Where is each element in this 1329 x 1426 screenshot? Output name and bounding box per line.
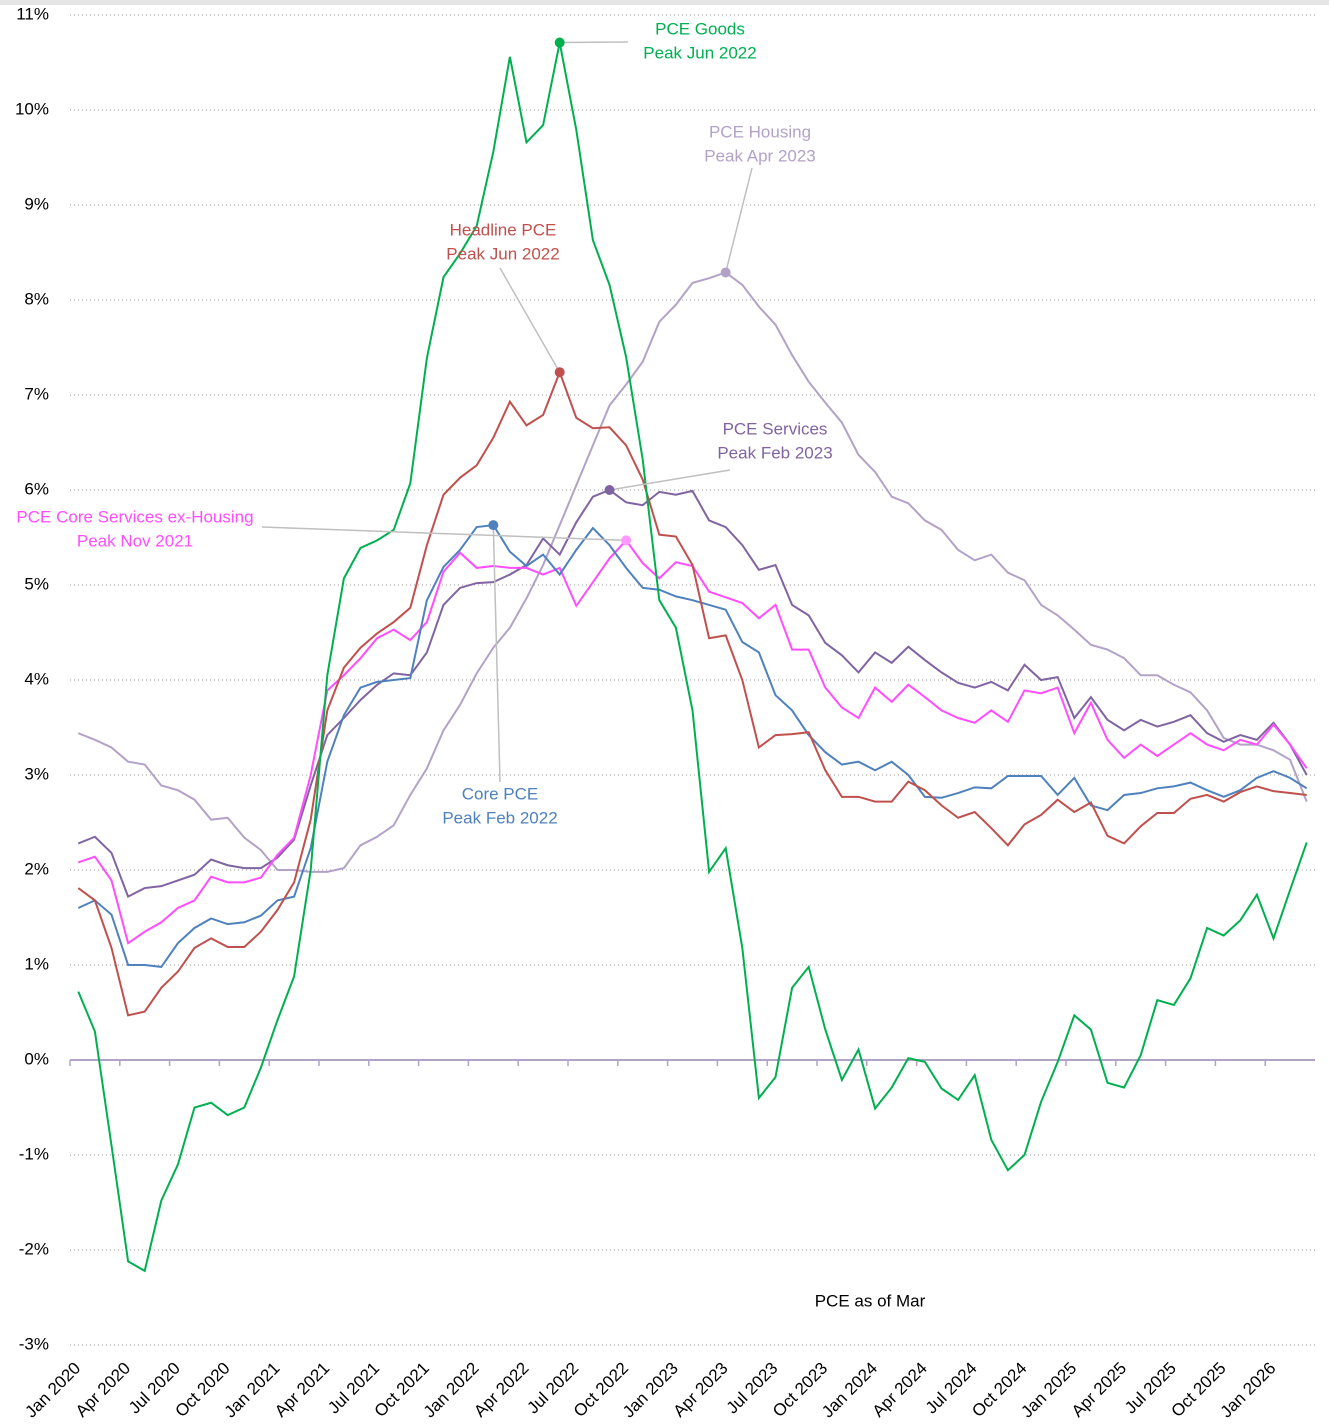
leader-line: [559, 41, 629, 44]
y-tick-label: 6%: [24, 479, 49, 498]
x-tick-label: Apr 2024: [869, 1359, 931, 1421]
peak-label: Peak Feb 2023: [717, 443, 832, 462]
leader-line: [609, 469, 731, 491]
peak-label: Peak Nov 2021: [77, 531, 193, 550]
title-band: [0, 0, 1329, 5]
x-tick-label: Jan 2021: [221, 1359, 284, 1422]
series-label: PCE Goods: [655, 19, 745, 38]
x-tick-label: Jan 2026: [1217, 1359, 1280, 1422]
x-tick-label: Jan 2024: [818, 1359, 881, 1422]
y-tick-label: -2%: [19, 1239, 49, 1258]
y-tick-label: 10%: [15, 99, 49, 118]
series-label: PCE Services: [723, 419, 828, 438]
peak-marker: [488, 520, 499, 531]
series-line: [77, 271, 1308, 873]
y-tick-label: -3%: [19, 1334, 49, 1353]
series-line: [77, 369, 1307, 1017]
leader-line: [499, 267, 561, 373]
y-tick-label: 11%: [16, 4, 49, 23]
series-label: PCE Core Services ex-Housing: [16, 507, 253, 526]
y-tick-label: 9%: [24, 194, 49, 213]
series-label: Core PCE: [462, 784, 539, 803]
x-tick-label: Apr 2020: [72, 1359, 134, 1421]
y-tick-label: 7%: [24, 384, 49, 403]
x-tick-label: Jan 2025: [1017, 1359, 1080, 1422]
peak-marker: [604, 485, 615, 495]
series-label: PCE Housing: [709, 122, 811, 141]
y-tick-label: 1%: [24, 954, 49, 973]
y-tick-label: 3%: [24, 764, 49, 783]
x-tick-label: Apr 2022: [470, 1359, 532, 1421]
peak-label: Peak Apr 2023: [704, 146, 816, 165]
peak-label: Peak Feb 2022: [442, 808, 557, 827]
leader-line: [724, 167, 753, 273]
peak-marker: [554, 367, 565, 378]
y-tick-label: 0%: [24, 1049, 49, 1068]
x-tick-label: Apr 2025: [1068, 1359, 1130, 1421]
peak-marker: [621, 535, 632, 546]
x-tick-label: Apr 2021: [271, 1359, 333, 1421]
peak-label: Peak Jun 2022: [643, 43, 756, 62]
annotation: PCE as of Mar: [815, 1291, 926, 1310]
y-tick-label: 5%: [24, 574, 49, 593]
leader-line: [261, 526, 627, 542]
x-tick-label: Jan 2022: [420, 1359, 483, 1422]
y-tick-label: 8%: [24, 289, 49, 308]
y-tick-label: -1%: [19, 1144, 49, 1163]
series-line: [77, 524, 1308, 968]
x-tick-label: Jan 2020: [21, 1359, 84, 1422]
x-tick-label: Apr 2023: [669, 1359, 731, 1421]
y-tick-label: 4%: [24, 669, 49, 688]
peak-marker: [720, 267, 731, 278]
series-line: [77, 488, 1308, 899]
series-label: Headline PCE: [450, 220, 557, 239]
series-line: [77, 42, 1308, 1273]
leader-line: [492, 525, 501, 783]
x-tick-label: Jan 2023: [619, 1359, 682, 1422]
peak-marker: [554, 37, 565, 48]
y-tick-label: 2%: [24, 859, 49, 878]
peak-label: Peak Jun 2022: [446, 244, 559, 263]
